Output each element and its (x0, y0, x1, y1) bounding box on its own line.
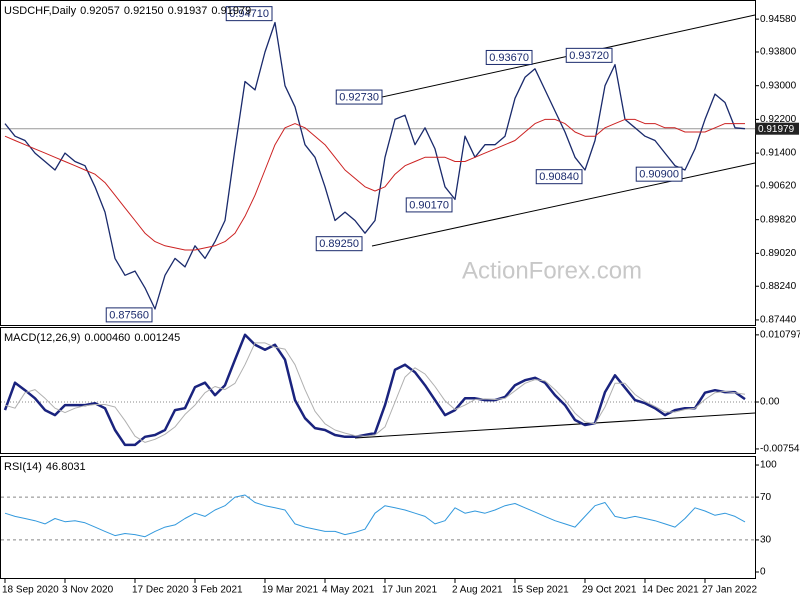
y-tick-label: 0.90620 (760, 181, 797, 192)
annotation-label: 0.93720 (569, 50, 609, 62)
annotation-box (485, 49, 533, 65)
series-line (4, 21, 746, 310)
price-annotation: 0.90900 (635, 166, 683, 182)
x-tick-label: 17 Dec 2020 (132, 585, 189, 596)
x-tick-label: 29 Oct 2021 (582, 585, 637, 596)
price-annotation: 0.92730 (335, 89, 383, 105)
price-panel (0, 0, 756, 326)
annotation-box (565, 47, 613, 63)
annotation-label: 0.93670 (489, 52, 529, 64)
annotation-box (105, 307, 153, 323)
current-price-box (755, 122, 799, 135)
y-tick-label: 100 (760, 460, 777, 471)
x-tick-label: 3 Feb 2021 (192, 585, 243, 596)
header-value: 0.000460 (84, 332, 130, 344)
header-value: 0.91937 (168, 5, 208, 17)
macd-panel (0, 327, 756, 454)
annotation-label: 0.92730 (339, 91, 379, 103)
y-tick-label: 0.91400 (760, 148, 797, 159)
annotation-box (405, 197, 453, 213)
annotation-box (635, 166, 683, 182)
x-tick-label: 18 Sep 2020 (2, 585, 59, 596)
x-tick-label: 15 Sep 2021 (512, 585, 569, 596)
x-tick-label: 19 Mar 2021 (262, 585, 319, 596)
x-tick-label: 2 Aug 2021 (452, 585, 503, 596)
panel-title: RSI(14) (4, 461, 42, 473)
header-value: 0.92057 (80, 5, 120, 17)
y-tick-label: 0.89020 (760, 248, 797, 259)
panel-header: RSI(14) 46.8031 (4, 461, 86, 473)
series-line (4, 118, 745, 251)
series-line (4, 342, 746, 443)
x-tick-label: 4 May 2021 (322, 585, 375, 596)
price-annotation: 0.90170 (405, 197, 453, 213)
channel-lower (371, 162, 756, 247)
header-value: 0.001245 (134, 332, 180, 344)
annotation-label: 0.94710 (229, 8, 269, 20)
y-tick-label: 70 (760, 492, 772, 503)
annotation-box (335, 89, 383, 105)
price-annotation: 0.94710 (225, 6, 273, 22)
y-tick-label: 0.93000 (760, 80, 797, 91)
x-tick-label: 17 Jun 2021 (382, 585, 437, 596)
x-tick-label: 14 Dec 2021 (642, 585, 699, 596)
x-tick-label: 3 Nov 2020 (62, 585, 114, 596)
current-price-label: 0.91979 (758, 124, 795, 135)
x-tick-label: 27 Jan 2022 (702, 585, 757, 596)
price-annotation: 0.87560 (105, 307, 153, 323)
annotation-label: 0.90840 (539, 171, 579, 183)
macd-trendline (354, 412, 756, 439)
price-annotation: 0.93670 (485, 49, 533, 65)
y-tick-label: 0.00 (760, 397, 780, 408)
panel-header: MACD(12,26,9) 0.000460 0.001245 (4, 332, 180, 344)
annotation-label: 0.87560 (109, 309, 149, 321)
price-annotation: 0.90840 (535, 169, 583, 185)
y-tick-label: 0.89820 (760, 214, 797, 225)
price-annotation: 0.93720 (565, 47, 613, 63)
series-line (4, 494, 746, 538)
y-tick-label: 0 (760, 567, 766, 578)
annotation-label: 0.89250 (319, 238, 359, 250)
y-tick-label: 0.88240 (760, 281, 797, 292)
header-value: 46.8031 (46, 461, 86, 473)
annotation-box (315, 236, 363, 252)
panel-title: MACD(12,26,9) (4, 332, 80, 344)
header-value: 0.91979 (211, 5, 251, 17)
y-tick-label: 0.93800 (760, 47, 797, 58)
annotation-box (535, 169, 583, 185)
rsi-panel (0, 456, 756, 579)
annotation-label: 0.90900 (639, 169, 679, 181)
annotation-box (225, 6, 273, 22)
y-tick-label: 0.87440 (760, 315, 797, 326)
panel-title: USDCHF,Daily (4, 5, 77, 17)
y-tick-label: 0.92200 (760, 114, 797, 125)
y-tick-label: 0.010797 (760, 330, 800, 341)
watermark: ActionForex.com (462, 257, 642, 284)
panel-header: USDCHF,Daily 0.92057 0.92150 0.91937 0.91979 (4, 5, 251, 17)
header-value: 0.92150 (124, 5, 164, 17)
y-tick-label: 30 (760, 535, 772, 546)
channel-upper (354, 14, 756, 104)
y-tick-label: -0.007548 (760, 444, 800, 455)
annotation-label: 0.90170 (409, 199, 449, 211)
price-annotation: 0.89250 (315, 236, 363, 252)
y-tick-label: 0.94580 (760, 14, 797, 25)
